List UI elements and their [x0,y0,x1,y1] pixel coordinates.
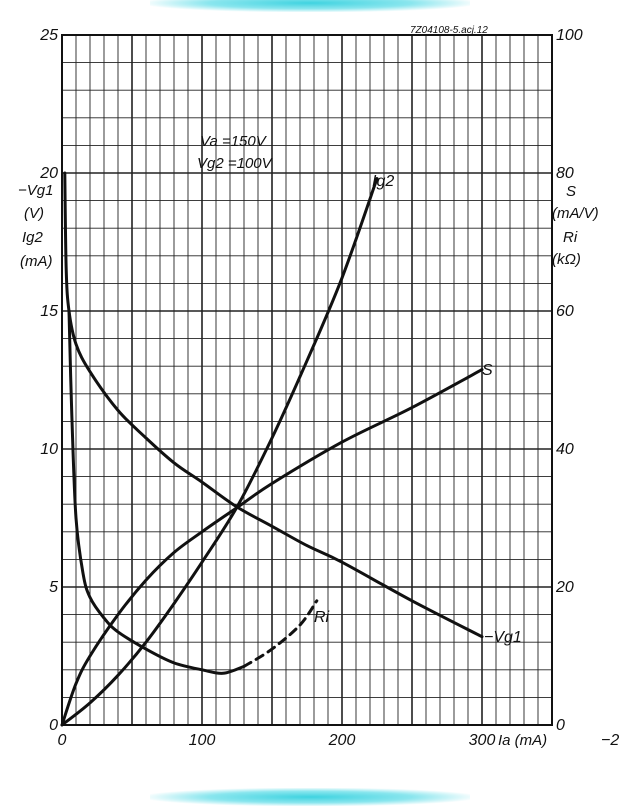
series-line-ri [67,309,246,675]
series-label-vg1: −Vg1 [484,629,522,646]
right-axis-label-kohm: (kΩ) [552,251,581,268]
tick-layer: 0 100 200 300 0 5 10 15 20 25 0 20 40 60 80 100 [39,27,583,749]
right-axis-label-s: S [566,183,576,200]
figure-code: 7Z04108-5.acj.12 [410,25,488,36]
left-axis-label-volts: (V) [24,205,44,222]
x-tick-label: 100 [189,732,216,749]
y-right-tick-label: 100 [556,27,583,44]
left-axis-label-ma: (mA) [20,253,53,270]
x-tick-label: 300 [469,732,496,749]
y-right-tick-label: 20 [555,579,574,596]
y-left-tick-label: 5 [49,579,58,596]
series-label-ig2: Ig2 [372,173,394,190]
y-left-tick-label: 25 [39,27,58,44]
edge-tick-fragment: −2 [601,732,619,749]
y-right-tick-label: 60 [556,303,574,320]
x-tick-label: 0 [58,732,67,749]
y-right-tick-label: 40 [556,441,574,458]
series-line-s [60,368,484,727]
top-glow-strip [150,0,470,12]
condition-screen-voltage: Vg2 =100V [197,155,274,172]
x-tick-label: 200 [328,732,356,749]
y-left-tick-label: 0 [49,717,58,734]
condition-anode-voltage: Va =150V [200,133,268,150]
left-axis-label-vg1: −Vg1 [18,182,53,199]
grid-layer [62,35,552,725]
left-axis-label-ig2: Ig2 [22,229,44,246]
series-label-s: S [482,362,493,379]
right-axis-label-ma-per-v: (mA/V) [552,205,599,222]
series-layer [60,171,484,727]
right-axis-label-ri: Ri [563,229,578,246]
series-line-ri-dashed [242,599,319,668]
y-right-tick-label: 80 [556,165,574,182]
y-right-tick-label: 0 [556,717,565,734]
series-label-ri: Ri [314,609,330,626]
y-left-tick-label: 15 [40,303,58,320]
y-left-tick-label: 20 [39,165,58,182]
plot-frame [61,34,553,726]
y-left-tick-label: 10 [40,441,58,458]
series-line-ig2 [60,177,379,727]
x-axis-label: Ia (mA) [498,732,547,749]
